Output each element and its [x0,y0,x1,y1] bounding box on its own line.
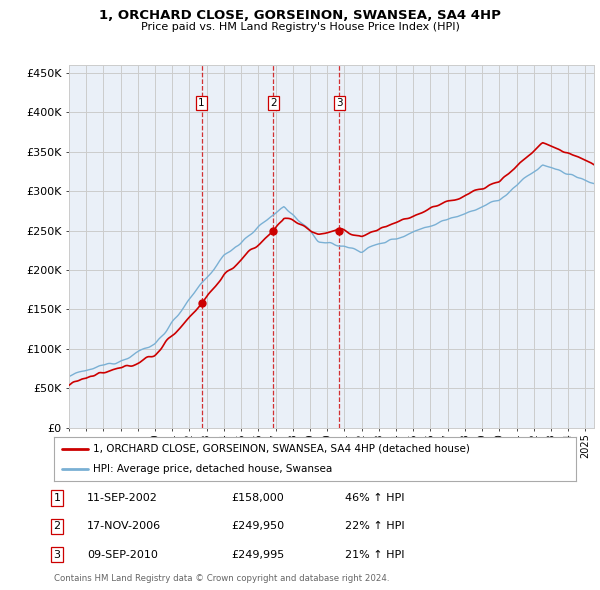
Text: 1: 1 [53,493,61,503]
Text: 1, ORCHARD CLOSE, GORSEINON, SWANSEA, SA4 4HP: 1, ORCHARD CLOSE, GORSEINON, SWANSEA, SA… [99,9,501,22]
Text: 1, ORCHARD CLOSE, GORSEINON, SWANSEA, SA4 4HP (detached house): 1, ORCHARD CLOSE, GORSEINON, SWANSEA, SA… [93,444,470,454]
Text: 3: 3 [53,550,61,559]
Text: 21% ↑ HPI: 21% ↑ HPI [345,550,404,559]
Text: 11-SEP-2002: 11-SEP-2002 [87,493,158,503]
Text: 2: 2 [53,522,61,531]
Text: £249,950: £249,950 [231,522,284,531]
Text: 22% ↑ HPI: 22% ↑ HPI [345,522,404,531]
Text: 1: 1 [198,98,205,108]
Text: 09-SEP-2010: 09-SEP-2010 [87,550,158,559]
Text: 46% ↑ HPI: 46% ↑ HPI [345,493,404,503]
Text: Price paid vs. HM Land Registry's House Price Index (HPI): Price paid vs. HM Land Registry's House … [140,22,460,32]
Text: 17-NOV-2006: 17-NOV-2006 [87,522,161,531]
Text: Contains HM Land Registry data © Crown copyright and database right 2024.: Contains HM Land Registry data © Crown c… [54,575,389,584]
Text: HPI: Average price, detached house, Swansea: HPI: Average price, detached house, Swan… [93,464,332,474]
Text: £158,000: £158,000 [231,493,284,503]
Text: 3: 3 [336,98,343,108]
Text: 2: 2 [270,98,277,108]
Text: £249,995: £249,995 [231,550,284,559]
